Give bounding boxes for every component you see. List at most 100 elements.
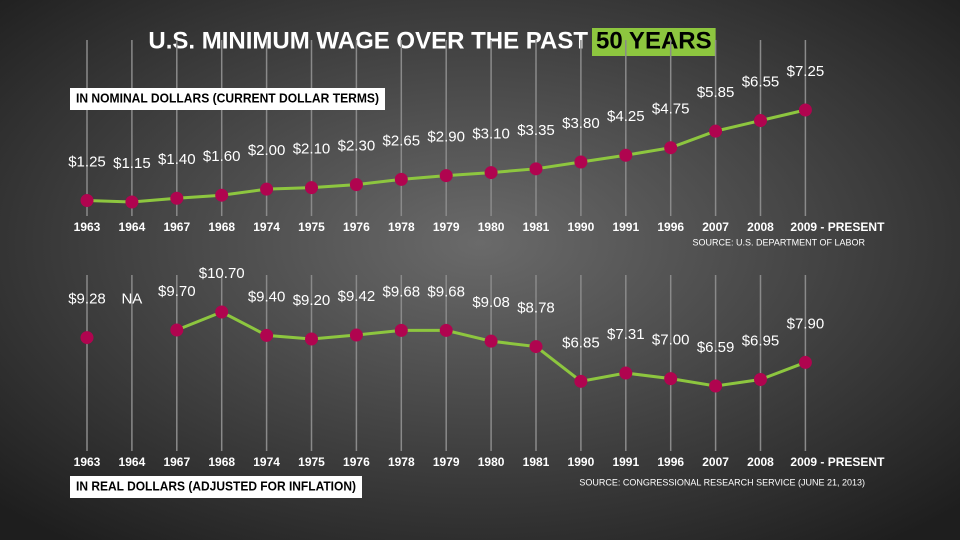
data-point <box>484 166 498 180</box>
value-label: $3.35 <box>517 122 555 139</box>
value-label: $4.75 <box>652 101 690 118</box>
data-point <box>349 328 363 342</box>
value-label: $7.25 <box>787 63 825 80</box>
value-label: $9.70 <box>158 283 196 300</box>
x-tick-label: 2009 - PRESENT <box>790 220 885 234</box>
x-tick-label: 1967 <box>163 220 190 234</box>
data-point <box>394 323 408 337</box>
data-point <box>664 141 678 155</box>
x-tick-label: 1991 <box>612 220 639 234</box>
value-label: $2.65 <box>383 132 421 149</box>
value-label: $9.08 <box>472 294 510 311</box>
data-point <box>754 114 767 128</box>
x-tick-label: 1991 <box>612 455 639 469</box>
value-label: $1.40 <box>158 151 196 168</box>
x-tick-label: 1981 <box>523 220 550 234</box>
value-label: $2.00 <box>248 142 286 159</box>
value-label: $9.20 <box>293 292 331 309</box>
data-point <box>170 191 184 205</box>
value-label: $1.60 <box>203 148 241 165</box>
x-tick-label: 1990 <box>568 220 595 234</box>
data-point <box>664 372 678 386</box>
data-point <box>215 188 229 202</box>
value-label: $9.42 <box>338 288 376 305</box>
data-point <box>619 148 633 162</box>
data-point <box>754 373 767 387</box>
data-point <box>798 103 812 117</box>
data-point <box>170 323 184 337</box>
data-point <box>439 169 453 183</box>
value-label: $8.78 <box>517 300 555 317</box>
value-label: $5.85 <box>697 84 735 101</box>
value-label: $7.90 <box>787 315 825 332</box>
value-label: $3.10 <box>472 126 510 143</box>
data-point <box>305 181 318 195</box>
x-tick-label: 2007 <box>702 220 729 234</box>
x-tick-label: 1964 <box>119 455 146 469</box>
x-tick-label: 1976 <box>343 455 370 469</box>
x-tick-label: 1968 <box>208 220 235 234</box>
value-label: $2.10 <box>293 141 331 158</box>
value-label: $4.25 <box>607 108 645 125</box>
x-tick-label: 1979 <box>433 455 460 469</box>
data-point <box>529 340 543 354</box>
subtitle-box <box>70 476 362 498</box>
value-label: $6.55 <box>742 74 780 91</box>
value-label: $9.28 <box>68 291 106 308</box>
value-label: $7.00 <box>652 332 690 349</box>
x-tick-label: 1974 <box>253 455 280 469</box>
x-tick-label: 1996 <box>657 455 684 469</box>
value-label: $9.68 <box>383 283 421 300</box>
value-label: $6.95 <box>742 332 780 349</box>
data-point <box>619 366 633 380</box>
x-tick-label: 1979 <box>433 220 460 234</box>
value-label: $6.85 <box>562 334 600 351</box>
x-tick-label: 1978 <box>388 220 415 234</box>
title-highlight: 50 YEARS <box>596 27 712 54</box>
x-tick-label: 1964 <box>119 220 146 234</box>
data-point <box>349 178 363 192</box>
value-label: $9.68 <box>427 283 465 300</box>
value-label: $7.31 <box>607 326 645 343</box>
data-point <box>80 331 94 345</box>
x-tick-label: 1975 <box>298 455 325 469</box>
data-point <box>574 155 588 169</box>
x-tick-label: 2008 <box>747 455 774 469</box>
x-tick-label: 1996 <box>657 220 684 234</box>
x-tick-label: 1976 <box>343 220 370 234</box>
value-label: $2.30 <box>338 138 376 155</box>
title-highlight-box <box>592 28 716 56</box>
x-tick-label: 1963 <box>74 455 101 469</box>
x-tick-label: 1974 <box>253 220 280 234</box>
data-point <box>80 193 94 207</box>
x-tick-label: 1990 <box>568 455 595 469</box>
value-label: $3.80 <box>562 115 600 132</box>
x-tick-label: 1978 <box>388 455 415 469</box>
value-label: $10.70 <box>199 265 245 282</box>
x-tick-label: 1981 <box>523 455 550 469</box>
value-label: NA <box>121 291 142 308</box>
x-tick-label: 1975 <box>298 220 325 234</box>
x-tick-label: 1980 <box>478 220 505 234</box>
source: SOURCE: U.S. DEPARTMENT OF LABOR <box>692 237 865 247</box>
x-tick-label: 1963 <box>74 220 101 234</box>
data-point <box>709 124 723 138</box>
data-point <box>709 379 723 393</box>
x-tick-label: 2007 <box>702 455 729 469</box>
subtitle: IN NOMINAL DOLLARS (CURRENT DOLLAR TERMS… <box>76 90 379 105</box>
x-tick-label: 1980 <box>478 455 505 469</box>
data-point <box>574 374 588 388</box>
source: SOURCE: CONGRESSIONAL RESEARCH SERVICE (… <box>579 477 865 487</box>
data-point <box>798 355 812 369</box>
data-point <box>394 172 408 186</box>
value-label: $1.25 <box>68 153 106 170</box>
data-point <box>260 182 274 196</box>
x-tick-label: 2008 <box>747 220 774 234</box>
data-point <box>529 162 543 176</box>
title: U.S. MINIMUM WAGE OVER THE PAST <box>148 27 588 54</box>
value-label: $2.90 <box>427 129 465 146</box>
data-point <box>215 305 229 319</box>
subtitle-box <box>70 88 385 110</box>
value-label: $9.40 <box>248 288 286 305</box>
